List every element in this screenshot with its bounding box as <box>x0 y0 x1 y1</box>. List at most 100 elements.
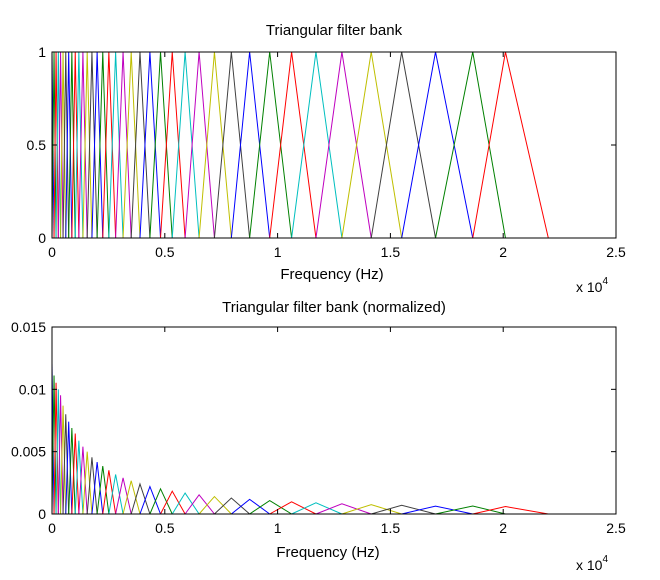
plot-area <box>51 51 549 239</box>
filter-line <box>122 51 141 239</box>
chart-bottom: Triangular filter bank (normalized) 0 0.5… <box>11 299 626 573</box>
filter-line <box>315 51 372 239</box>
x-axis-label: Frequency (Hz) <box>280 266 383 283</box>
filter-line <box>91 462 104 515</box>
x-tick-label: 2.5 <box>606 244 626 260</box>
filter-line <box>71 433 80 515</box>
filter-line <box>341 51 403 239</box>
x-multiplier-exponent: 4 <box>602 276 608 287</box>
x-tick-label: 2 <box>499 244 507 260</box>
filter-line <box>435 51 506 239</box>
filter-line <box>249 51 293 239</box>
x-axis-label: Frequency (Hz) <box>276 544 379 561</box>
axes-frame <box>51 51 617 239</box>
filter-line <box>82 451 93 515</box>
filter-line <box>249 499 292 515</box>
filter-line <box>370 51 437 239</box>
x-multiplier-label: x 104 <box>576 276 608 295</box>
x-tick-label: 1 <box>274 520 282 536</box>
chart-top: Triangular filter bank 0 0.5 1 1.5 2 2.5 0 0.5 1… <box>27 22 626 295</box>
axis-ticks: 0 0.5 1 1.5 2 2.5 0 0.005 0.01 0.015 <box>11 319 626 536</box>
filter-line <box>68 428 76 515</box>
filter-line <box>149 51 173 239</box>
filter-line <box>57 395 64 515</box>
filter-line <box>78 446 88 515</box>
filter-line <box>96 465 110 515</box>
filter-line <box>184 51 215 239</box>
filter-line <box>108 474 124 515</box>
filter-line <box>62 414 70 515</box>
y-tick-label: 0 <box>38 506 46 522</box>
axes-frame <box>51 326 617 515</box>
filter-line <box>86 51 98 239</box>
x-tick-label: 2.5 <box>606 520 626 536</box>
filter-line <box>130 51 151 239</box>
filter-line <box>160 51 186 239</box>
filter-line <box>122 480 141 515</box>
filter-line <box>472 506 549 515</box>
axis-ticks: 0 0.5 1 1.5 2 2.5 0 0.5 1 <box>27 44 626 260</box>
filter-line <box>115 477 132 515</box>
y-tick-label: 0 <box>38 230 46 246</box>
filter-line <box>315 503 372 515</box>
filter-line <box>291 502 343 515</box>
x-tick-label: 1.5 <box>381 244 401 260</box>
x-multiplier-exponent: 4 <box>602 554 608 565</box>
filter-line <box>65 421 73 515</box>
filter-line <box>401 505 473 515</box>
filter-line <box>341 504 402 515</box>
filter-line <box>102 51 117 239</box>
filter-line <box>115 51 132 239</box>
filter-line <box>230 51 271 239</box>
filter-line <box>108 51 124 239</box>
y-tick-label: 0.005 <box>11 444 46 460</box>
x-tick-label: 1 <box>274 244 282 260</box>
filter-line <box>149 487 173 515</box>
x-tick-label: 0 <box>48 520 56 536</box>
filter-line <box>371 504 436 515</box>
filter-line <box>269 51 317 239</box>
chart-title: Triangular filter bank (normalized) <box>222 299 446 316</box>
chart-title: Triangular filter bank <box>266 22 403 39</box>
x-multiplier-base: x 10 <box>576 279 603 295</box>
filter-line <box>78 51 88 239</box>
plot-area <box>51 363 549 515</box>
y-tick-label: 0.5 <box>27 137 47 153</box>
filter-line <box>171 51 200 239</box>
filter-line <box>184 493 215 515</box>
filter-line <box>91 51 104 239</box>
x-tick-label: 1.5 <box>381 520 401 536</box>
filter-line <box>51 375 57 515</box>
y-tick-label: 0.01 <box>19 381 46 397</box>
filter-line <box>160 490 186 515</box>
filter-line <box>74 440 84 515</box>
x-multiplier-base: x 10 <box>576 557 603 573</box>
filter-line <box>96 51 110 239</box>
x-multiplier-label: x 104 <box>576 554 608 573</box>
filter-line <box>139 51 162 239</box>
x-tick-label: 0.5 <box>155 244 175 260</box>
filter-line <box>472 51 549 239</box>
filter-line <box>130 482 151 515</box>
filter-line <box>401 51 474 239</box>
filter-line <box>214 497 250 515</box>
filter-line <box>231 498 270 515</box>
filter-line <box>55 389 62 515</box>
filter-line <box>102 470 117 515</box>
filter-line <box>269 501 317 515</box>
x-tick-label: 2 <box>499 520 507 536</box>
x-tick-label: 0 <box>48 244 56 260</box>
filter-line <box>139 485 161 515</box>
y-tick-label: 1 <box>38 44 46 60</box>
filter-line <box>60 405 67 515</box>
y-tick-label: 0.015 <box>11 319 46 335</box>
filter-line <box>198 51 232 239</box>
filter-line <box>213 51 251 239</box>
filter-line <box>198 495 232 515</box>
filter-line <box>53 382 59 515</box>
filter-line <box>171 492 200 515</box>
x-tick-label: 0.5 <box>155 520 175 536</box>
filter-line <box>86 457 98 515</box>
filter-line <box>435 505 506 515</box>
